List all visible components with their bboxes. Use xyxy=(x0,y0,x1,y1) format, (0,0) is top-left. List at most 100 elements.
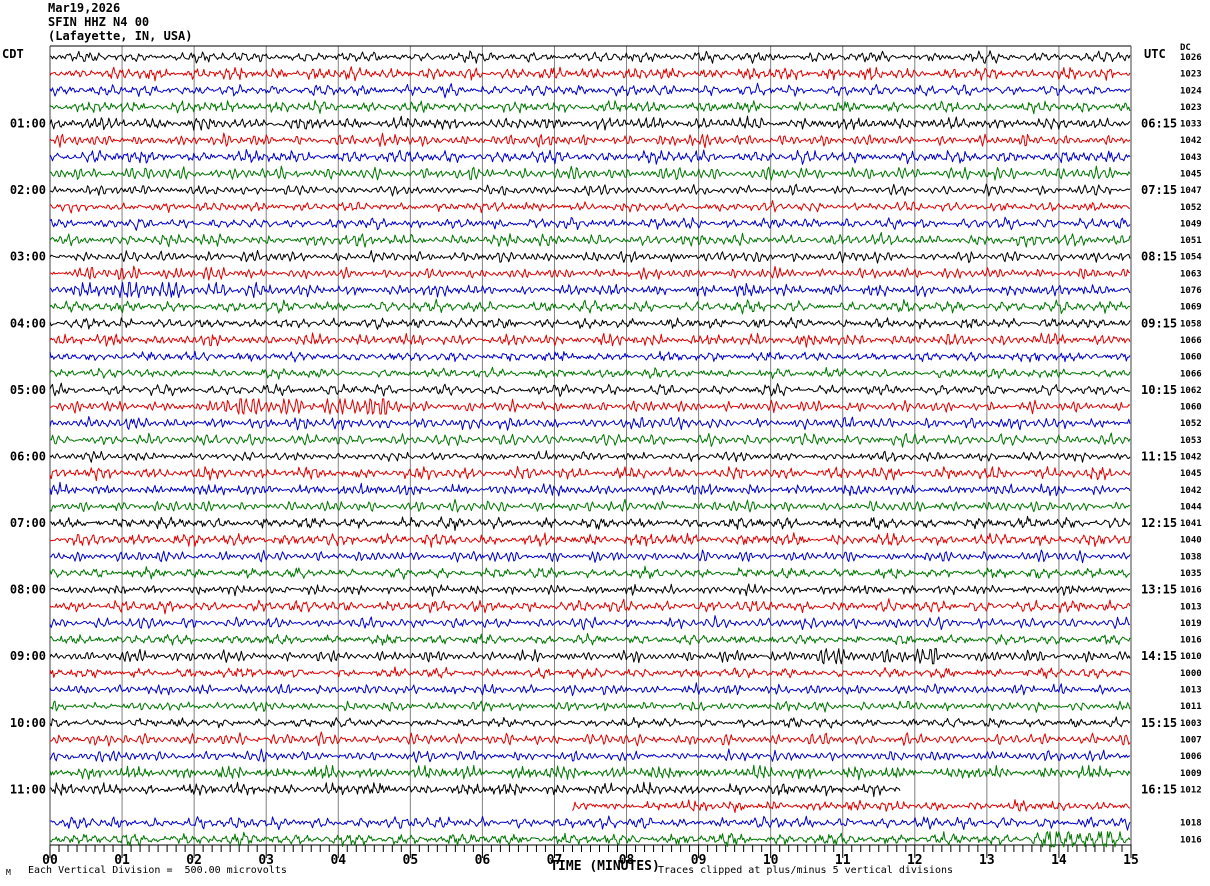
x-axis-title: TIME (MINUTES) xyxy=(550,859,660,874)
dc-offset-value: 1040 xyxy=(1180,536,1202,546)
utc-hour-label: 07:15 xyxy=(1141,183,1177,197)
trace-row xyxy=(49,583,1131,597)
dc-offset-value: 1052 xyxy=(1180,203,1202,213)
header-station: SFIN HHZ N4 00 xyxy=(48,15,150,29)
cdt-hour-label: 11:00 xyxy=(10,782,46,796)
trace-row xyxy=(49,815,1131,831)
dc-offset-value: 1035 xyxy=(1180,569,1202,579)
dc-offset-value: 1038 xyxy=(1180,552,1202,562)
dc-offset-value: 1007 xyxy=(1180,735,1202,745)
cdt-hour-label: 08:00 xyxy=(10,583,46,597)
trace-row xyxy=(50,731,1131,747)
dc-offset-value: 1016 xyxy=(1180,835,1202,845)
trace-row xyxy=(49,465,1131,482)
trace-row xyxy=(49,350,1131,363)
cdt-hour-label: 07:00 xyxy=(10,516,46,530)
dc-offset-value: 1016 xyxy=(1180,636,1202,646)
x-tick-label: 05 xyxy=(403,853,419,868)
x-tick-label: 02 xyxy=(186,853,202,868)
trace-row xyxy=(49,298,1131,315)
dc-offset-value: 1026 xyxy=(1180,53,1202,63)
trace-row xyxy=(49,281,1131,299)
trace-row xyxy=(49,781,901,798)
trace-row xyxy=(49,615,1131,631)
trace-row xyxy=(49,183,1131,197)
dc-offset-value: 1003 xyxy=(1180,719,1202,729)
utc-hour-label: 12:15 xyxy=(1141,516,1177,530)
header-location: (Lafayette, IN, USA) xyxy=(48,29,193,43)
trace-row xyxy=(49,165,1131,181)
x-tick-label: 06 xyxy=(475,853,491,868)
trace-row xyxy=(49,700,1131,713)
dc-offset-value: 1042 xyxy=(1180,452,1202,462)
dc-offset-value: 1010 xyxy=(1180,652,1202,662)
trace-row xyxy=(49,716,1131,729)
trace-row xyxy=(49,232,1131,248)
trace-row xyxy=(49,450,1131,463)
clipping-note: Traces clipped at plus/minus 5 vertical … xyxy=(658,865,954,876)
dc-offset-value: 1053 xyxy=(1180,436,1202,446)
trace-row xyxy=(49,481,1131,497)
trace-row xyxy=(49,432,1131,448)
trace-row xyxy=(49,200,1130,214)
dc-offset-value: 1000 xyxy=(1180,669,1202,679)
x-tick-label: 07 xyxy=(547,853,563,868)
dc-offset-value: 1049 xyxy=(1180,219,1202,229)
dc-offset-value: 1011 xyxy=(1180,702,1202,712)
trace-row xyxy=(49,764,1131,781)
right-axis-title: UTC xyxy=(1144,47,1166,61)
trace-row xyxy=(49,416,1131,431)
trace-row xyxy=(49,317,1131,330)
x-tick-label: 03 xyxy=(258,853,274,868)
trace-row xyxy=(49,666,1131,680)
trace-row xyxy=(49,216,1131,231)
dc-offset-value: 1063 xyxy=(1180,269,1202,279)
dc-offset-value: 1009 xyxy=(1180,769,1202,779)
dc-offset-value: 1044 xyxy=(1180,502,1202,512)
x-tick-label: 14 xyxy=(1051,853,1067,868)
utc-hour-label: 14:15 xyxy=(1141,649,1177,663)
trace-row xyxy=(49,132,1131,149)
x-tick-label: 01 xyxy=(114,853,130,868)
cdt-hour-label: 02:00 xyxy=(10,183,46,197)
trace-row xyxy=(49,382,1131,397)
dc-offset-value: 1051 xyxy=(1180,236,1202,246)
trace-row xyxy=(49,398,1131,415)
utc-hour-label: 08:15 xyxy=(1141,250,1177,264)
trace-row xyxy=(572,799,1131,813)
x-tick-label: 09 xyxy=(691,853,707,868)
x-tick-label: 13 xyxy=(979,853,995,868)
left-axis-title: CDT xyxy=(2,47,24,61)
dc-offset-value: 1066 xyxy=(1180,369,1202,379)
dc-offset-value: 1045 xyxy=(1180,469,1202,479)
dc-offset-value: 1019 xyxy=(1180,619,1202,629)
utc-hour-label: 16:15 xyxy=(1141,782,1177,796)
trace-row xyxy=(49,149,1131,165)
trace-row xyxy=(49,748,1131,763)
dc-offset-value: 1012 xyxy=(1180,785,1202,795)
dc-offset-value: 1054 xyxy=(1180,253,1202,263)
trace-row xyxy=(49,565,1131,580)
x-tick-label: 10 xyxy=(763,853,779,868)
trace-row xyxy=(49,99,1131,115)
dc-offset-value: 1047 xyxy=(1180,186,1202,196)
dc-offset-value: 1076 xyxy=(1180,286,1202,296)
dc-offset-value: 1042 xyxy=(1180,136,1202,146)
trace-row xyxy=(49,115,1131,131)
utc-hour-label: 13:15 xyxy=(1141,583,1177,597)
utc-hour-label: 09:15 xyxy=(1141,316,1177,330)
dc-offset-value: 1023 xyxy=(1180,103,1202,113)
dc-offset-value: 1033 xyxy=(1180,120,1202,130)
header-date: Mar19,2026 xyxy=(48,1,121,15)
x-tick-label: 12 xyxy=(907,853,923,868)
cdt-hour-label: 06:00 xyxy=(10,449,46,463)
x-tick-label: 00 xyxy=(42,853,58,868)
corner-glyph: M xyxy=(6,868,11,877)
dc-offset-value: 1006 xyxy=(1180,752,1202,762)
trace-row xyxy=(49,82,1131,99)
dc-offset-value: 1041 xyxy=(1180,519,1202,529)
dc-offset-value: 1016 xyxy=(1180,586,1202,596)
dc-offset-value: 1060 xyxy=(1180,353,1202,363)
